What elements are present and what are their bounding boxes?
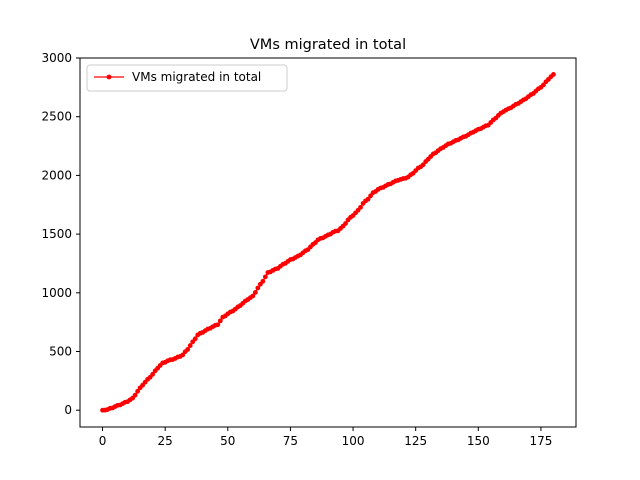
legend-label: VMs migrated in total <box>132 70 261 84</box>
x-tick-label: 0 <box>99 434 107 448</box>
data-point <box>343 221 348 226</box>
x-tick-label: 100 <box>342 434 365 448</box>
data-point <box>150 371 156 377</box>
data-point <box>358 204 363 210</box>
axes-frame <box>79 57 577 428</box>
y-tick-label: 3000 <box>41 51 72 65</box>
x-tick-label: 75 <box>283 434 298 448</box>
data-point <box>185 347 191 352</box>
x-axis: 0 25 50 75 100 125 150 175 <box>99 427 552 448</box>
y-tick-label: 2500 <box>41 110 72 124</box>
data-point <box>250 293 256 299</box>
data-point <box>192 336 198 342</box>
legend-box <box>86 64 288 92</box>
data-point <box>365 196 371 202</box>
x-tick-label: 125 <box>404 434 427 448</box>
data-point <box>262 274 268 280</box>
data-point <box>217 318 223 324</box>
data-point <box>255 285 261 291</box>
y-tick-label: 1500 <box>41 227 72 241</box>
data-point <box>135 388 141 394</box>
y-axis: 0 500 1000 1500 2000 2500 3000 <box>41 51 80 417</box>
y-tick-label: 1000 <box>41 286 72 300</box>
y-tick-label: 500 <box>49 345 72 359</box>
plot-area <box>100 72 556 413</box>
legend-marker <box>106 74 112 80</box>
x-tick-label: 175 <box>529 434 552 448</box>
y-tick-label: 2000 <box>41 168 72 182</box>
chart-title: VMs migrated in total <box>250 37 406 53</box>
data-point <box>260 278 266 284</box>
data-point <box>215 322 221 328</box>
data-point <box>252 290 258 295</box>
x-tick-label: 25 <box>158 434 173 448</box>
data-point <box>551 72 556 77</box>
data-point <box>187 343 193 348</box>
legend: VMs migrated in total <box>86 64 288 92</box>
x-tick-label: 150 <box>467 434 490 448</box>
data-point <box>132 392 138 398</box>
y-tick-label: 0 <box>64 403 72 417</box>
x-tick-label: 50 <box>220 434 235 448</box>
